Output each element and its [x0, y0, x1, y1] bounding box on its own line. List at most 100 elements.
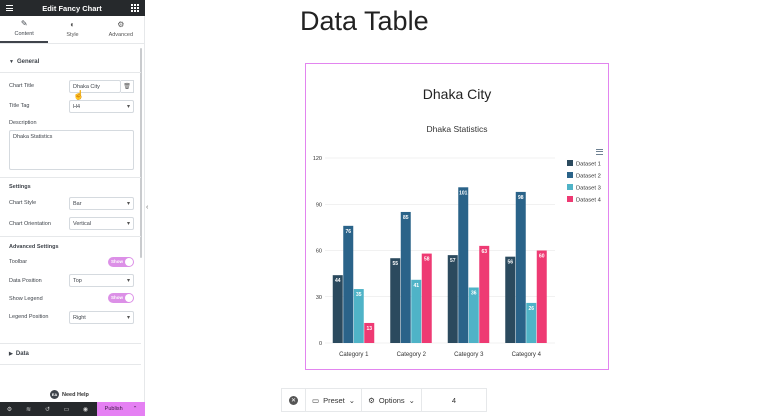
- legend-swatch: [567, 172, 573, 178]
- bar-data-label: 41: [413, 283, 419, 289]
- chart-orientation-value: Vertical: [73, 220, 92, 227]
- chart-style-value: Bar: [73, 200, 82, 207]
- settings-heading: Settings: [9, 184, 31, 190]
- y-tick-label: 0: [319, 341, 322, 347]
- divider: [0, 177, 141, 178]
- toolbar-toggle-label: Show: [111, 259, 123, 264]
- editor-tabs: ✎ Content ◐ Style ⚙ Advanced: [0, 16, 145, 44]
- chart-bar: [447, 255, 458, 343]
- help-icon: EA: [50, 390, 59, 399]
- need-help-label: Need Help: [62, 391, 89, 398]
- legend-label: Dataset 4: [576, 197, 602, 203]
- data-position-select[interactable]: Top: [69, 274, 134, 287]
- trash-icon[interactable]: 🗑: [121, 80, 134, 93]
- chart-style-select[interactable]: Bar: [69, 197, 134, 210]
- bar-data-label: 55: [392, 261, 398, 267]
- chevron-down-icon: ⌄: [408, 395, 415, 405]
- apps-grid-icon[interactable]: [131, 4, 139, 12]
- chart-bar: [458, 187, 469, 343]
- settings-icon[interactable]: ⚙: [6, 406, 13, 413]
- close-button[interactable]: ✕: [282, 389, 306, 411]
- chart-menu-icon[interactable]: [596, 147, 603, 156]
- responsive-icon[interactable]: ▭: [63, 406, 70, 413]
- legend-position-select[interactable]: Right: [69, 311, 134, 324]
- divider: [0, 236, 141, 237]
- bar-data-label: 13: [366, 326, 372, 332]
- x-tick-label: Category 1: [339, 352, 369, 358]
- title-tag-select[interactable]: H4: [69, 100, 134, 113]
- section-general-label: General: [16, 59, 40, 65]
- show-legend-toggle[interactable]: Show: [108, 293, 134, 303]
- chart-bar: [421, 253, 432, 343]
- collapse-panel-icon[interactable]: ‹: [146, 204, 149, 211]
- section-general[interactable]: ▼ General: [9, 59, 39, 65]
- chart-heading: Dhaka City: [422, 86, 492, 102]
- publish-button[interactable]: Publish ⌃: [97, 402, 145, 416]
- tab-content[interactable]: ✎ Content: [0, 16, 49, 43]
- chart-bar: [468, 287, 479, 343]
- legend-position-value: Right: [73, 314, 86, 321]
- chart-bar: [390, 258, 401, 343]
- show-legend-toggle-label: Show: [111, 295, 123, 300]
- chart-bar: [364, 322, 375, 343]
- panel-scrollbar[interactable]: [140, 48, 142, 258]
- history-icon[interactable]: ↺: [44, 406, 51, 413]
- chart-bar: [411, 279, 422, 343]
- tab-style-label: Style: [66, 32, 79, 38]
- preset-label: Preset: [323, 395, 345, 405]
- toolbar-label: Toolbar: [9, 259, 28, 265]
- bar-data-label: 26: [528, 306, 534, 312]
- preview-eye-icon[interactable]: ◉: [82, 406, 89, 413]
- tab-advanced[interactable]: ⚙ Advanced: [97, 16, 145, 43]
- chart-bar: [479, 245, 490, 343]
- description-label: Description: [9, 120, 37, 126]
- y-tick-label: 120: [313, 156, 322, 162]
- data-position-label: Data Position: [9, 278, 42, 284]
- bar-data-label: 58: [424, 257, 430, 263]
- bar-data-label: 44: [335, 278, 341, 284]
- bar-chart: 0 30 60 90 120 44 76 35 13 Category 1 55 85 41 58 Cate…: [313, 156, 602, 358]
- description-textarea[interactable]: Dhaka Statistics: [9, 130, 134, 170]
- chart-title-input[interactable]: Dhaka City: [69, 80, 121, 93]
- options-dropdown[interactable]: ⚙ Options ⌄: [362, 389, 422, 411]
- legend-label: Dataset 2: [576, 173, 601, 179]
- y-tick-label: 60: [316, 249, 322, 255]
- bar-data-label: 76: [345, 229, 351, 235]
- chart-style-label: Chart Style: [9, 200, 37, 206]
- editor-panel: Edit Fancy Chart ✎ Content ◐ Style ⚙ Adv…: [0, 0, 145, 416]
- chart-bar: [400, 211, 411, 343]
- chart-orientation-select[interactable]: Vertical: [69, 217, 134, 230]
- caret-down-icon: ▼: [9, 59, 14, 65]
- x-tick-label: Category 3: [454, 352, 484, 358]
- tab-content-label: Content: [14, 31, 34, 37]
- canvas-toolbar: ✕ ▭ Preset ⌄ ⚙ Options ⌄ 4: [281, 388, 487, 412]
- chart-bar: [343, 225, 354, 343]
- x-tick-label: Category 2: [397, 352, 427, 358]
- chart-bar: [515, 191, 526, 343]
- hand-cursor-icon: ☝: [73, 90, 85, 100]
- menu-icon[interactable]: [6, 4, 13, 13]
- gear-icon: ⚙: [368, 395, 375, 405]
- tab-style[interactable]: ◐ Style: [48, 16, 96, 43]
- bar-data-label: 60: [539, 254, 545, 260]
- publish-label: Publish: [104, 406, 123, 412]
- bar-data-label: 98: [518, 195, 524, 201]
- layers-icon[interactable]: ≋: [25, 406, 32, 413]
- chevron-down-icon: ⌄: [348, 395, 356, 405]
- data-position-value: Top: [73, 277, 82, 284]
- legend-swatch: [567, 160, 573, 166]
- legend-swatch: [567, 196, 573, 202]
- pencil-icon: ✎: [20, 19, 28, 28]
- chart-bar: [332, 275, 343, 343]
- editor-title: Edit Fancy Chart: [42, 3, 102, 13]
- preset-dropdown[interactable]: ▭ Preset ⌄: [306, 389, 363, 411]
- chevron-up-icon[interactable]: ⌃: [132, 406, 138, 412]
- bar-data-label: 63: [481, 249, 487, 255]
- need-help-link[interactable]: EA Need Help: [50, 390, 89, 399]
- x-tick-label: Category 4: [512, 352, 542, 358]
- section-data[interactable]: ▶ Data: [9, 351, 29, 357]
- bar-data-label: 101: [459, 190, 468, 196]
- bar-data-label: 35: [356, 292, 362, 298]
- toolbar-toggle[interactable]: Show: [108, 257, 134, 267]
- count-field[interactable]: 4: [422, 389, 486, 411]
